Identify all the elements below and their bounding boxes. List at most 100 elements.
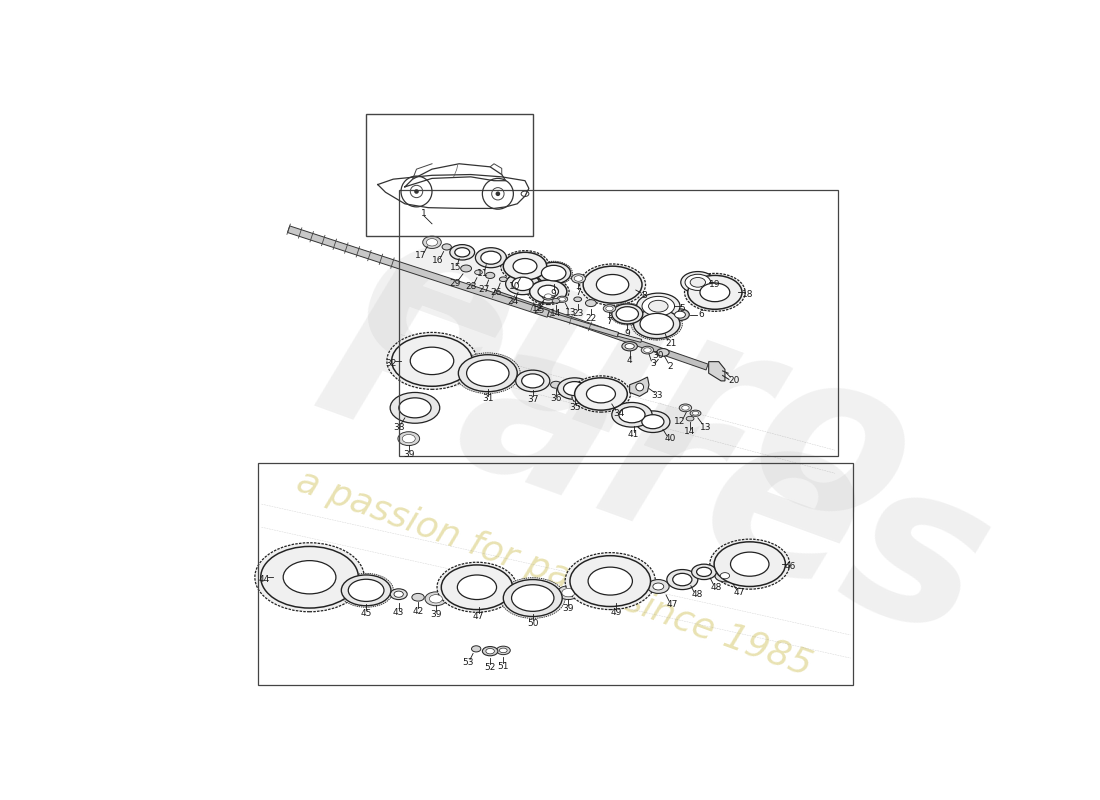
Ellipse shape — [686, 416, 694, 421]
Ellipse shape — [422, 236, 441, 249]
Ellipse shape — [516, 370, 550, 392]
Text: 25: 25 — [534, 306, 544, 314]
Ellipse shape — [690, 410, 701, 416]
Ellipse shape — [261, 546, 359, 608]
Ellipse shape — [349, 579, 384, 602]
Ellipse shape — [612, 304, 642, 324]
Text: 9: 9 — [551, 289, 557, 298]
Ellipse shape — [427, 238, 438, 246]
Ellipse shape — [411, 594, 425, 601]
Ellipse shape — [530, 280, 566, 303]
Ellipse shape — [671, 309, 690, 321]
Text: 48: 48 — [692, 590, 703, 599]
Ellipse shape — [692, 564, 716, 579]
Ellipse shape — [541, 266, 567, 281]
Text: 7: 7 — [575, 288, 581, 297]
Ellipse shape — [466, 360, 509, 386]
Ellipse shape — [684, 274, 746, 311]
Text: 29: 29 — [450, 278, 461, 288]
Text: 41: 41 — [628, 430, 639, 439]
Ellipse shape — [679, 404, 692, 412]
Ellipse shape — [667, 570, 697, 590]
Text: 47: 47 — [473, 612, 484, 621]
Ellipse shape — [574, 297, 582, 302]
Ellipse shape — [441, 565, 513, 610]
Text: 13: 13 — [565, 308, 576, 317]
Text: 24: 24 — [508, 297, 519, 306]
Ellipse shape — [690, 278, 705, 287]
Ellipse shape — [255, 542, 364, 612]
Ellipse shape — [674, 311, 685, 318]
Text: 39: 39 — [430, 610, 441, 618]
Ellipse shape — [619, 406, 645, 422]
Text: 3: 3 — [650, 359, 656, 369]
Text: 36: 36 — [550, 394, 562, 403]
Ellipse shape — [403, 434, 416, 443]
Ellipse shape — [565, 553, 656, 610]
Text: 52: 52 — [484, 663, 496, 672]
Ellipse shape — [562, 589, 575, 597]
Ellipse shape — [715, 570, 735, 582]
Ellipse shape — [500, 578, 565, 618]
Text: 23: 23 — [572, 309, 583, 318]
Ellipse shape — [504, 579, 562, 617]
Text: 22: 22 — [585, 314, 596, 323]
Ellipse shape — [636, 411, 670, 433]
Ellipse shape — [585, 300, 596, 306]
Text: 2: 2 — [667, 362, 673, 370]
Ellipse shape — [586, 385, 615, 403]
Text: 32: 32 — [385, 358, 397, 368]
Text: 40: 40 — [664, 434, 675, 443]
Ellipse shape — [521, 374, 543, 388]
Ellipse shape — [696, 567, 712, 577]
Ellipse shape — [685, 274, 711, 290]
Ellipse shape — [570, 556, 650, 606]
Ellipse shape — [437, 562, 517, 612]
Text: 17: 17 — [416, 251, 427, 260]
Text: 51: 51 — [497, 662, 509, 671]
Ellipse shape — [653, 583, 663, 590]
Text: 42: 42 — [412, 606, 424, 616]
Ellipse shape — [612, 402, 652, 427]
Circle shape — [415, 189, 419, 194]
Ellipse shape — [580, 264, 646, 306]
Ellipse shape — [390, 589, 407, 599]
Ellipse shape — [425, 592, 447, 606]
Ellipse shape — [485, 272, 495, 278]
Ellipse shape — [673, 574, 692, 586]
Ellipse shape — [572, 274, 585, 283]
Text: 31: 31 — [482, 394, 494, 403]
Text: 53: 53 — [462, 658, 473, 667]
Ellipse shape — [692, 411, 698, 415]
Ellipse shape — [558, 586, 580, 599]
Text: 20: 20 — [728, 376, 740, 385]
Text: a passion for parts since 1985: a passion for parts since 1985 — [293, 464, 817, 682]
Ellipse shape — [641, 414, 664, 429]
Ellipse shape — [504, 252, 547, 280]
Ellipse shape — [644, 348, 651, 353]
Text: 45: 45 — [361, 609, 372, 618]
Text: 16: 16 — [432, 256, 444, 266]
Text: 21: 21 — [666, 338, 676, 348]
Text: 26: 26 — [490, 288, 502, 297]
Ellipse shape — [640, 314, 673, 334]
Text: 30: 30 — [652, 351, 664, 360]
Polygon shape — [629, 377, 649, 396]
Text: 15: 15 — [450, 263, 462, 272]
Text: 48: 48 — [711, 582, 722, 592]
Ellipse shape — [558, 378, 592, 399]
Text: 10: 10 — [509, 282, 520, 291]
Text: 7: 7 — [606, 317, 613, 326]
Ellipse shape — [625, 343, 635, 349]
Text: 49: 49 — [610, 608, 623, 617]
Ellipse shape — [496, 646, 510, 654]
Text: 43: 43 — [393, 608, 405, 617]
Text: 14: 14 — [684, 427, 696, 436]
Polygon shape — [548, 312, 618, 337]
Ellipse shape — [648, 579, 669, 594]
Ellipse shape — [527, 278, 569, 305]
Ellipse shape — [603, 305, 616, 312]
Ellipse shape — [551, 382, 561, 388]
Ellipse shape — [500, 250, 549, 282]
Ellipse shape — [394, 591, 404, 598]
